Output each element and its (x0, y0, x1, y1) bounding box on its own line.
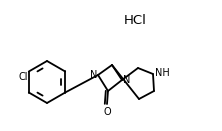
Text: N: N (90, 70, 97, 80)
Text: NH: NH (155, 68, 170, 78)
Text: N: N (123, 75, 130, 85)
Text: Cl: Cl (18, 72, 28, 83)
Text: HCl: HCl (124, 14, 147, 27)
Text: O: O (103, 107, 111, 117)
